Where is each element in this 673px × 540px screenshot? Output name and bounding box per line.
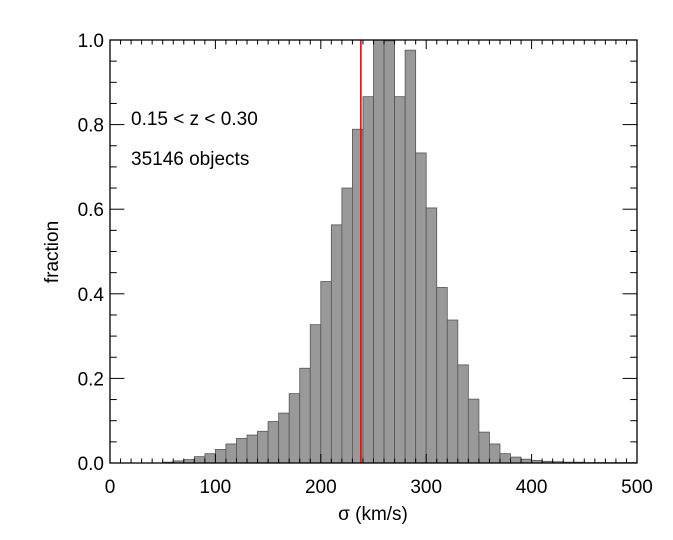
histogram-bar	[425, 207, 438, 464]
histogram-bar	[446, 319, 459, 464]
histogram-bar	[257, 430, 269, 464]
histogram-bar	[214, 449, 227, 464]
histogram-bar	[225, 443, 237, 464]
histogram-bar	[383, 40, 395, 464]
x-tick-label: 500	[621, 477, 653, 498]
histogram-bar	[415, 152, 427, 464]
histogram-bar	[330, 224, 343, 464]
histogram-bar	[467, 398, 480, 464]
histogram-bar	[457, 364, 469, 464]
histogram-bar	[394, 96, 406, 464]
x-tick-label: 300	[410, 477, 442, 498]
bars-layer	[162, 39, 638, 464]
histogram-bar	[288, 393, 301, 464]
histogram-bar	[404, 49, 417, 464]
object-count-annotation: 35146 objects	[131, 149, 249, 170]
tick-labels-layer: 0 100 200 300 400 500 0.0 0.2 0.4 0.6 0.8 1.0	[78, 31, 653, 498]
histogram-bar	[246, 434, 258, 464]
histogram-bar	[362, 96, 374, 464]
histogram-bar	[204, 453, 216, 464]
histogram-bar	[193, 456, 206, 464]
y-tick-label: 0.6	[78, 200, 104, 221]
histogram-bar	[489, 443, 501, 464]
redshift-range-annotation: 0.15 < z < 0.30	[131, 109, 258, 130]
histogram-bar	[236, 438, 248, 464]
x-tick-label: 100	[200, 477, 232, 498]
x-tick-label: 400	[516, 477, 548, 498]
x-axis-title: σ (km/s)	[338, 504, 408, 525]
histogram-bar	[299, 367, 311, 464]
histogram-bar	[436, 287, 448, 464]
histogram-bar	[320, 281, 332, 464]
histogram-bar	[278, 412, 290, 464]
histogram-bar	[499, 453, 511, 464]
y-tick-label: 1.0	[78, 31, 104, 52]
histogram-bar	[309, 324, 322, 464]
histogram-bar	[341, 187, 353, 464]
y-tick-label: 0.4	[78, 285, 105, 306]
ticks-layer	[109, 39, 638, 464]
y-tick-label: 0.8	[78, 116, 104, 137]
y-axis-title: fraction	[42, 221, 63, 283]
histogram-bar	[510, 456, 522, 464]
x-tick-label: 200	[305, 477, 337, 498]
y-tick-label: 0.2	[78, 369, 104, 390]
histogram-bar	[373, 39, 385, 464]
histogram-bar	[267, 421, 280, 464]
histogram-bar	[478, 431, 490, 464]
y-tick-label: 0.0	[78, 454, 104, 475]
x-tick-label: 0	[105, 477, 116, 498]
